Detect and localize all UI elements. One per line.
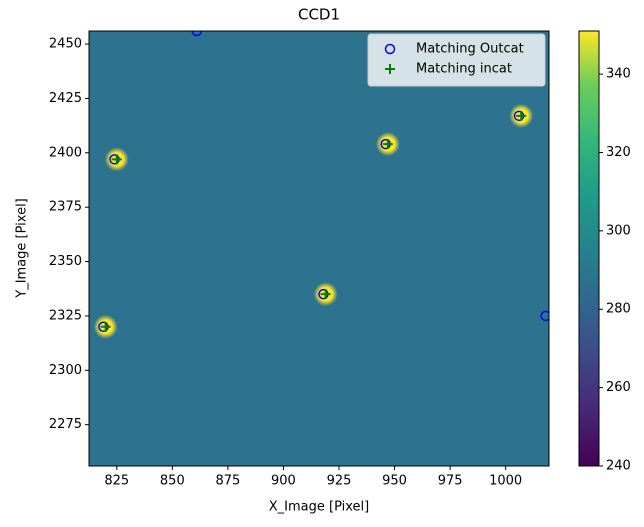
y-axis-label: Y_Image [Pixel] bbox=[15, 198, 30, 299]
marker-plus bbox=[100, 321, 111, 332]
y-tick-label: 2425 bbox=[49, 91, 82, 106]
colorbar bbox=[578, 30, 600, 467]
x-tick-label: 950 bbox=[382, 474, 407, 489]
y-tick-label: 2350 bbox=[49, 254, 82, 269]
legend: Matching Outcat Matching incat bbox=[367, 33, 546, 87]
image-background bbox=[89, 31, 549, 466]
legend-label: Matching incat bbox=[416, 62, 512, 77]
colorbar-tick-label: 280 bbox=[606, 302, 631, 317]
legend-label: Matching Outcat bbox=[416, 42, 524, 57]
x-tick-label: 1000 bbox=[489, 474, 522, 489]
colorbar-tick-label: 240 bbox=[606, 459, 631, 474]
legend-box bbox=[367, 33, 546, 87]
chart-title: CCD1 bbox=[298, 6, 340, 24]
x-axis-label: X_Image [Pixel] bbox=[269, 500, 369, 515]
marker-circle bbox=[384, 43, 396, 55]
x-tick-label: 850 bbox=[160, 474, 185, 489]
y-tick-label: 2450 bbox=[49, 37, 82, 52]
marker-circle bbox=[191, 31, 203, 37]
plot-frame bbox=[88, 30, 550, 467]
y-tick-label: 2325 bbox=[49, 308, 82, 323]
x-tick-label: 875 bbox=[215, 474, 240, 489]
x-tick-label: 900 bbox=[271, 474, 296, 489]
colorbar-tick-label: 260 bbox=[606, 380, 631, 395]
x-tick-label: 825 bbox=[104, 474, 129, 489]
marker-plus bbox=[516, 110, 527, 121]
x-tick-label: 925 bbox=[327, 474, 352, 489]
marker-plus bbox=[111, 154, 122, 165]
y-tick-label: 2375 bbox=[49, 200, 82, 215]
marker-plus bbox=[385, 64, 395, 74]
colorbar-tick-label: 320 bbox=[606, 145, 631, 160]
marker-plus bbox=[382, 139, 393, 150]
marker-plus bbox=[320, 289, 331, 300]
y-tick-label: 2275 bbox=[49, 417, 82, 432]
marker-circle bbox=[540, 310, 549, 322]
colorbar-tick-label: 300 bbox=[606, 223, 631, 238]
y-tick-label: 2400 bbox=[49, 145, 82, 160]
x-tick-label: 975 bbox=[438, 474, 463, 489]
y-tick-label: 2300 bbox=[49, 363, 82, 378]
colorbar-tick-label: 340 bbox=[606, 67, 631, 82]
plot-area bbox=[93, 31, 549, 339]
